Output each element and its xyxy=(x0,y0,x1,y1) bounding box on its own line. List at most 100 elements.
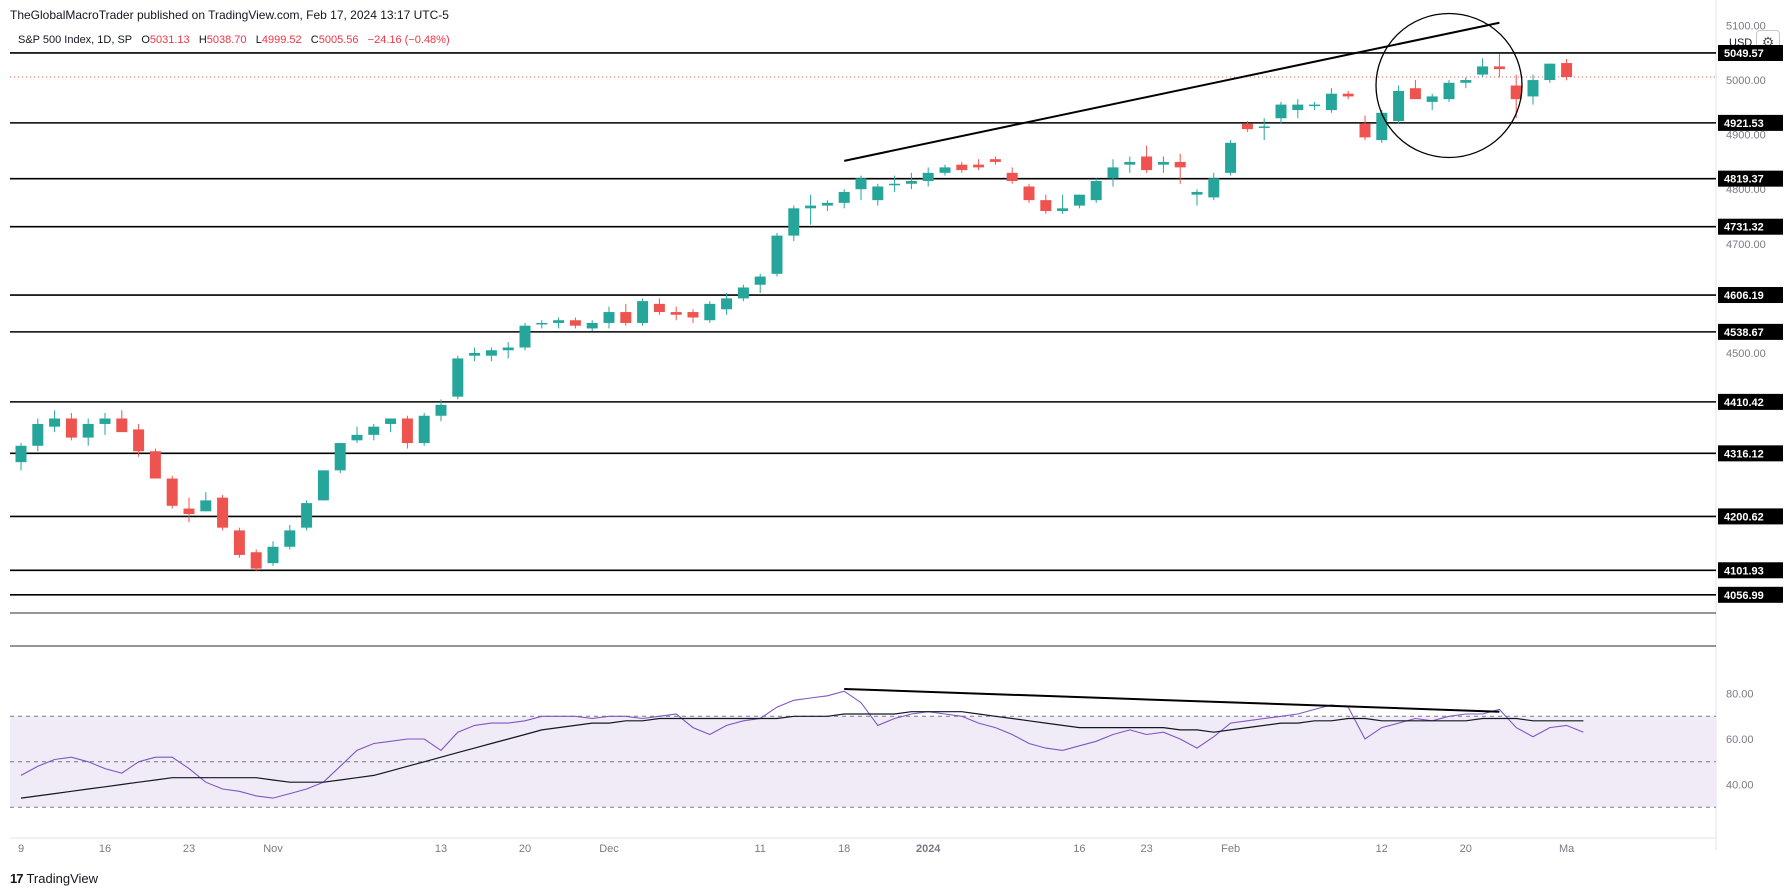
time-axis-tick: 12 xyxy=(1376,843,1388,855)
candle-body xyxy=(1393,90,1405,121)
candle-body xyxy=(15,445,27,463)
candle-body xyxy=(1191,191,1203,195)
candle-body xyxy=(805,205,817,209)
candle-body xyxy=(889,183,901,186)
candle-body xyxy=(116,418,128,433)
candle-body xyxy=(1443,82,1455,100)
candle-body xyxy=(872,186,884,201)
candle-body xyxy=(284,530,296,547)
level-price-label: 4316.12 xyxy=(1724,448,1764,460)
candle-body xyxy=(385,418,397,424)
candle-body xyxy=(1006,172,1018,182)
candle-body xyxy=(1325,93,1337,111)
candle-body xyxy=(771,235,783,274)
candle-body xyxy=(1359,123,1371,138)
level-price-tag xyxy=(1718,170,1783,187)
candle-body xyxy=(65,418,77,438)
candle-body xyxy=(737,287,749,299)
candle-body xyxy=(200,500,212,512)
level-price-tag xyxy=(1718,114,1783,131)
candle-body xyxy=(956,164,968,171)
candle-body xyxy=(788,208,800,236)
time-axis-tick: 16 xyxy=(1073,843,1085,855)
price-axis-tick: 5000.00 xyxy=(1726,75,1766,87)
time-axis-tick: 20 xyxy=(519,843,531,855)
price-axis-tick: 4800.00 xyxy=(1726,184,1766,196)
candle-body xyxy=(435,404,447,416)
time-axis-tick: 18 xyxy=(838,843,850,855)
candle-body xyxy=(502,347,514,351)
candle-body xyxy=(485,350,497,356)
candle-body xyxy=(1225,142,1237,173)
time-axis-tick: Nov xyxy=(263,843,283,855)
candle-body xyxy=(1510,85,1522,100)
rsi-trendline xyxy=(844,687,1500,713)
candle-body xyxy=(704,303,716,321)
candle-body xyxy=(687,312,699,318)
candle-body xyxy=(1275,104,1287,119)
tradingview-logo: 17 TradingView xyxy=(10,871,98,886)
candle-body xyxy=(301,503,313,528)
time-axis-tick: 16 xyxy=(99,843,111,855)
rsi-line xyxy=(20,690,1584,799)
level-price-label: 4056.99 xyxy=(1724,590,1764,602)
level-price-tag xyxy=(1718,44,1783,61)
rsi-axis-tick: 40.00 xyxy=(1726,780,1754,792)
candle-body xyxy=(519,325,531,348)
candle-body xyxy=(1493,66,1505,70)
level-price-label: 5049.57 xyxy=(1724,48,1764,60)
candle-body xyxy=(1527,80,1539,97)
candle-body xyxy=(754,276,766,285)
candle-body xyxy=(1157,161,1169,165)
candle-body xyxy=(653,303,665,313)
level-price-label: 4731.32 xyxy=(1724,222,1764,234)
candle-body xyxy=(553,320,565,323)
candle-body xyxy=(603,312,615,323)
rsi-moving-average-line xyxy=(20,711,1584,799)
candle-body xyxy=(855,178,867,190)
highlight-circle xyxy=(1375,12,1523,159)
candle-body xyxy=(133,429,145,452)
level-price-tag xyxy=(1718,323,1783,340)
candle-body xyxy=(1426,96,1438,102)
candle-body xyxy=(351,434,363,441)
candle-body xyxy=(838,191,850,203)
level-price-label: 4101.93 xyxy=(1724,565,1764,577)
candle-body xyxy=(1376,112,1388,141)
level-price-label: 4200.62 xyxy=(1724,511,1764,523)
level-price-tag xyxy=(1718,445,1783,462)
candle-body xyxy=(1292,104,1304,111)
candle-body xyxy=(166,478,178,506)
candle-body xyxy=(267,546,279,564)
time-axis-tick: 23 xyxy=(1140,843,1152,855)
candle-body xyxy=(99,418,111,424)
candle-body xyxy=(1561,63,1573,78)
candle-body xyxy=(401,418,413,444)
time-axis-tick: Dec xyxy=(599,843,619,855)
rsi-axis-tick: 80.00 xyxy=(1726,689,1754,701)
candle-body xyxy=(233,530,245,555)
candle-body xyxy=(32,423,44,446)
candle-body xyxy=(183,508,195,515)
price-axis-tick: 4900.00 xyxy=(1726,130,1766,142)
candle-body xyxy=(1544,63,1556,81)
candle-body xyxy=(586,322,598,329)
candle-body xyxy=(469,352,481,356)
price-axis-tick: 4500.00 xyxy=(1726,348,1766,360)
tradingview-logo-text: TradingView xyxy=(26,871,99,886)
level-price-label: 4819.37 xyxy=(1724,174,1764,186)
candle-body xyxy=(939,167,951,173)
candle-body xyxy=(334,443,346,471)
high-label: H xyxy=(198,34,207,46)
candle-body xyxy=(989,159,1001,162)
candle-body xyxy=(1342,93,1354,97)
price-trendline xyxy=(843,21,1500,162)
candle-body xyxy=(1040,200,1052,212)
candle-body xyxy=(637,301,649,323)
candle-body xyxy=(1090,181,1102,201)
time-axis-tick: 9 xyxy=(18,843,24,855)
candle-body xyxy=(317,470,329,501)
candle-body xyxy=(149,451,161,479)
candle-body xyxy=(452,358,464,397)
